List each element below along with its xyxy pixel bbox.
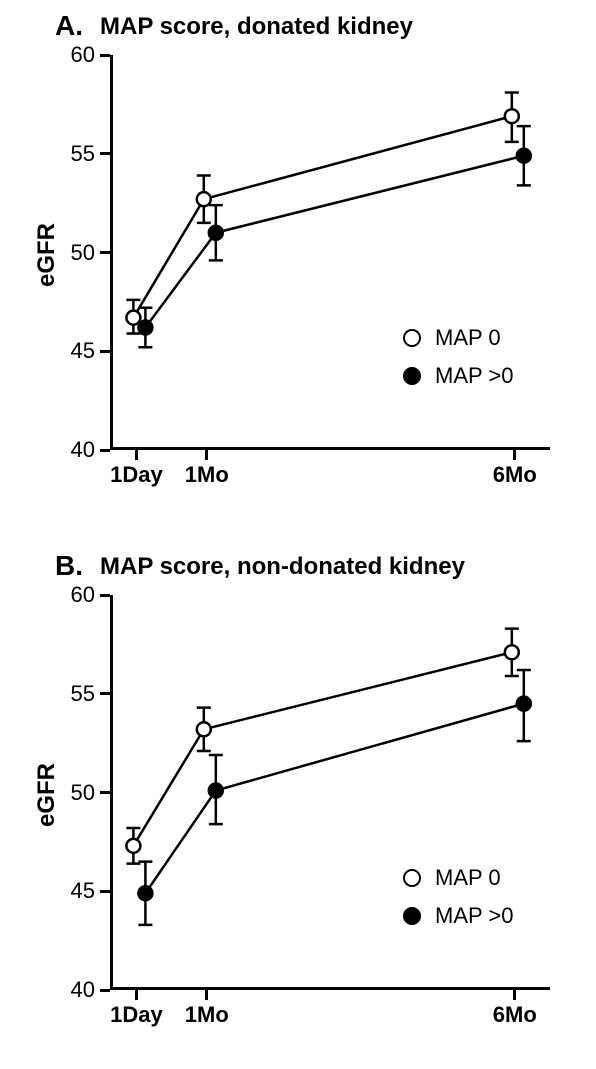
y-tick-mark [100, 692, 110, 695]
panel-B: B.MAP score, non-donated kidneyMAP 0MAP … [0, 540, 596, 1060]
series-line [133, 116, 511, 317]
x-tick-mark [135, 990, 138, 1000]
data-marker [505, 645, 519, 659]
y-tick-label: 40 [55, 977, 95, 1003]
y-tick-mark [100, 449, 110, 452]
data-marker [197, 722, 211, 736]
series-line [133, 652, 511, 846]
legend-item: MAP 0 [403, 325, 513, 351]
x-tick-label: 1Day [96, 462, 176, 488]
x-tick-label: 6Mo [475, 1002, 555, 1028]
legend: MAP 0 MAP >0 [403, 325, 513, 401]
x-tick-mark [513, 990, 516, 1000]
legend-label: MAP 0 [435, 865, 501, 891]
x-tick-mark [205, 450, 208, 460]
legend-marker-icon [403, 329, 421, 347]
x-tick-label: 1Day [96, 1002, 176, 1028]
y-tick-mark [100, 791, 110, 794]
plot-area: MAP 0 MAP >0 [110, 55, 550, 450]
y-tick-label: 50 [55, 240, 95, 266]
y-tick-label: 55 [55, 141, 95, 167]
legend-marker-icon [403, 869, 421, 887]
figure-root: A.MAP score, donated kidneyMAP 0MAP >0eG… [0, 0, 596, 1069]
y-tick-label: 45 [55, 878, 95, 904]
legend-item: MAP >0 [403, 903, 513, 929]
legend-marker-icon [403, 367, 421, 385]
data-marker [138, 886, 152, 900]
y-tick-mark [100, 890, 110, 893]
legend-label: MAP >0 [435, 363, 513, 389]
y-tick-label: 40 [55, 437, 95, 463]
y-tick-label: 60 [55, 582, 95, 608]
x-tick-mark [135, 450, 138, 460]
data-marker [209, 226, 223, 240]
panel-letter: A. [55, 10, 83, 42]
series-line [145, 156, 523, 328]
y-tick-mark [100, 350, 110, 353]
plot-area: MAP 0 MAP >0 [110, 595, 550, 990]
panel-subtitle: MAP score, non-donated kidney [100, 553, 465, 581]
data-marker [209, 784, 223, 798]
legend-label: MAP >0 [435, 903, 513, 929]
data-marker [126, 839, 140, 853]
x-tick-label: 6Mo [475, 462, 555, 488]
y-tick-label: 55 [55, 681, 95, 707]
data-marker [126, 311, 140, 325]
y-tick-mark [100, 152, 110, 155]
x-tick-label: 1Mo [167, 1002, 247, 1028]
panel-letter: B. [55, 550, 83, 582]
legend-label: MAP 0 [435, 325, 501, 351]
legend-marker-icon [403, 907, 421, 925]
data-marker [517, 149, 531, 163]
y-tick-mark [100, 54, 110, 57]
y-tick-label: 45 [55, 338, 95, 364]
data-marker [138, 321, 152, 335]
x-tick-mark [513, 450, 516, 460]
x-tick-mark [205, 990, 208, 1000]
y-tick-label: 50 [55, 780, 95, 806]
y-tick-mark [100, 251, 110, 254]
panel-A: A.MAP score, donated kidneyMAP 0MAP >0eG… [0, 0, 596, 520]
legend: MAP 0 MAP >0 [403, 865, 513, 941]
data-marker [197, 192, 211, 206]
y-tick-mark [100, 989, 110, 992]
data-marker [517, 697, 531, 711]
legend-item: MAP 0 [403, 865, 513, 891]
x-tick-label: 1Mo [167, 462, 247, 488]
legend-item: MAP >0 [403, 363, 513, 389]
panel-subtitle: MAP score, donated kidney [100, 13, 413, 41]
y-tick-label: 60 [55, 42, 95, 68]
y-tick-mark [100, 594, 110, 597]
data-marker [505, 109, 519, 123]
